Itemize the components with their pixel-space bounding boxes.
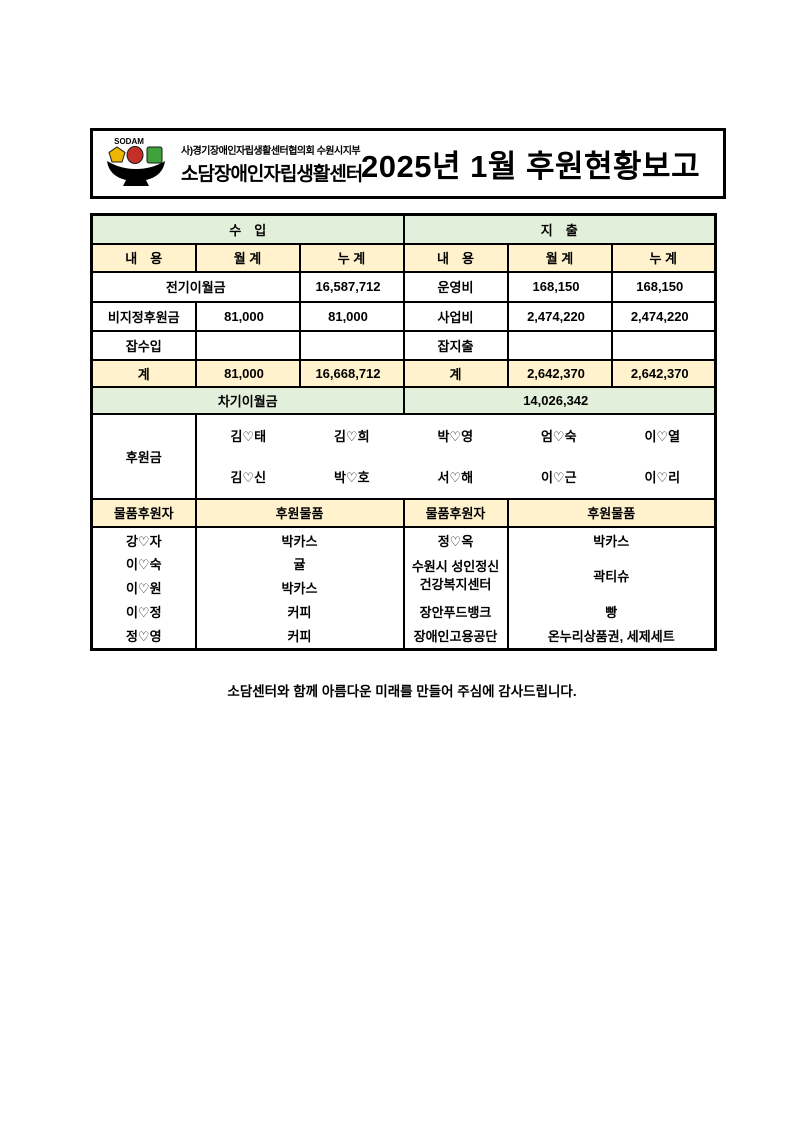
income-row-cumulative <box>298 329 405 361</box>
donor-name: 이♡리 <box>644 469 681 485</box>
item-donor: 이♡정 <box>125 605 162 621</box>
expense-row-label: 운영비 <box>402 270 509 303</box>
income-carryover-label: 전기이월금 <box>90 270 301 303</box>
income-col-content: 내 용 <box>90 242 197 273</box>
item-donor: 장안푸드뱅크 <box>419 605 492 621</box>
income-row-cumulative: 81,000 <box>298 300 405 332</box>
cash-donors-grid: 김♡태 김♡희 박♡영 엄♡숙 이♡열 김♡신 박♡호 서♡해 이♡근 이♡리 <box>198 416 714 497</box>
expense-row-monthly: 2,474,220 <box>506 300 613 332</box>
income-row-monthly: 81,000 <box>194 300 301 332</box>
sodam-logo: SODAM <box>107 137 165 186</box>
donor-name: 김♡태 <box>230 429 267 445</box>
cash-donors-label: 후원금 <box>90 412 197 500</box>
donor-name: 김♡희 <box>333 429 370 445</box>
item-donor: 이♡원 <box>125 581 162 597</box>
expense-row-label: 사업비 <box>402 300 509 332</box>
item-donor: 수원시 성인정신 건강복지센터 <box>411 559 500 592</box>
income-col-monthly: 월 계 <box>194 242 301 273</box>
donated-item: 빵 <box>605 605 618 621</box>
donor-name: 엄♡숙 <box>540 429 577 445</box>
item-donors-left-cell: 강♡자 이♡숙 이♡원 이♡정 정♡영 <box>90 525 197 651</box>
logo-bowl-icon <box>107 160 165 186</box>
thank-you-message: 소담센터와 함께 아름다운 미래를 만들어 주심에 감사드립니다. <box>227 684 577 699</box>
item-donor-header-right: 물품후원자 <box>402 497 509 528</box>
item-donor: 정♡영 <box>125 628 162 644</box>
income-row-monthly <box>194 329 301 361</box>
donated-item: 곽티슈 <box>593 569 630 585</box>
item-donors-right-cell: 정♡옥 수원시 성인정신 건강복지센터 장안푸드뱅크 장애인고용공단 <box>402 525 509 651</box>
next-carryover-label: 차기이월금 <box>90 385 405 415</box>
donated-item: 박카스 <box>593 533 630 549</box>
item-donor: 장애인고용공단 <box>413 628 498 644</box>
expense-section-title: 지 출 <box>402 213 717 245</box>
donor-name: 이♡열 <box>644 429 681 445</box>
donor-name: 박♡영 <box>437 429 474 445</box>
expense-col-cumulative: 누 계 <box>610 242 717 273</box>
expense-col-monthly: 월 계 <box>506 242 613 273</box>
donated-item: 커피 <box>287 605 312 621</box>
item-header-right: 후원물품 <box>506 497 717 528</box>
cash-donors-cell: 김♡태 김♡희 박♡영 엄♡숙 이♡열 김♡신 박♡호 서♡해 이♡근 이♡리 <box>194 412 717 500</box>
expense-total-label: 계 <box>402 358 509 388</box>
expense-col-content: 내 용 <box>402 242 509 273</box>
item-donors-right: 정♡옥 수원시 성인정신 건강복지센터 장안푸드뱅크 장애인고용공단 <box>406 529 506 648</box>
donor-name: 서♡해 <box>437 469 474 485</box>
income-total-cumulative: 16,668,712 <box>298 358 405 388</box>
page-title: 2025년 1월 후원현황보고 <box>361 149 701 184</box>
items-right-cell: 박카스 곽티슈 빵 온누리상품권, 세제세트 <box>506 525 717 651</box>
expense-row-monthly <box>506 329 613 361</box>
donor-name: 김♡신 <box>230 469 267 485</box>
expense-row-monthly: 168,150 <box>506 270 613 303</box>
income-total-monthly: 81,000 <box>194 358 301 388</box>
items-left-cell: 박카스 귤 박카스 커피 커피 <box>194 525 405 651</box>
item-donor: 이♡숙 <box>125 557 162 573</box>
items-right: 박카스 곽티슈 빵 온누리상품권, 세제세트 <box>510 529 714 648</box>
org-block: 사)경기장애인자립생활센터협의회 수원시지부 소담장애인자립생활센터 <box>181 142 363 186</box>
expense-row-cumulative: 2,474,220 <box>610 300 717 332</box>
income-total-label: 계 <box>90 358 197 388</box>
income-row-label: 비지정후원금 <box>90 300 197 332</box>
expense-row-label: 잡지출 <box>402 329 509 361</box>
item-donor: 정♡옥 <box>437 533 474 549</box>
donor-name: 박♡호 <box>333 469 370 485</box>
logo-circle-icon <box>126 145 144 164</box>
income-carryover-cumulative: 16,587,712 <box>298 270 405 303</box>
item-donors-left: 강♡자 이♡숙 이♡원 이♡정 정♡영 <box>94 529 194 648</box>
donated-item: 온누리상품권, 세제세트 <box>547 628 675 644</box>
org-name: 소담장애인자립생활센터 <box>181 163 363 185</box>
income-section-title: 수 입 <box>90 213 405 245</box>
expense-row-cumulative: 168,150 <box>610 270 717 303</box>
donated-item: 귤 <box>293 557 306 573</box>
donated-item: 박카스 <box>281 533 318 549</box>
items-left: 박카스 귤 박카스 커피 커피 <box>198 529 402 648</box>
logo-pentagon-icon <box>108 145 126 162</box>
item-donor-header-left: 물품후원자 <box>90 497 197 528</box>
income-col-cumulative: 누 계 <box>298 242 405 273</box>
item-header-left: 후원물품 <box>194 497 405 528</box>
expense-total-cumulative: 2,642,370 <box>610 358 717 388</box>
report-header: SODAM 사)경기장애인자립생활센터협의회 수원시지부 소담장애인자립생활센터… <box>90 128 726 199</box>
logo-wordmark: SODAM <box>114 137 144 146</box>
expense-row-cumulative <box>610 329 717 361</box>
donated-item: 커피 <box>287 628 312 644</box>
next-carryover-value: 14,026,342 <box>402 385 717 415</box>
logo-square-icon <box>146 146 163 163</box>
donor-name: 이♡근 <box>540 469 577 485</box>
donation-report-table: 수 입 지 출 내 용 월 계 누 계 내 용 월 계 누 계 전기이월금 16… <box>90 213 717 651</box>
expense-total-monthly: 2,642,370 <box>506 358 613 388</box>
income-row-label: 잡수입 <box>90 329 197 361</box>
item-donor: 강♡자 <box>125 533 162 549</box>
donated-item: 박카스 <box>281 581 318 597</box>
org-affiliation: 사)경기장애인자립생활센터협의회 수원시지부 <box>181 145 361 157</box>
